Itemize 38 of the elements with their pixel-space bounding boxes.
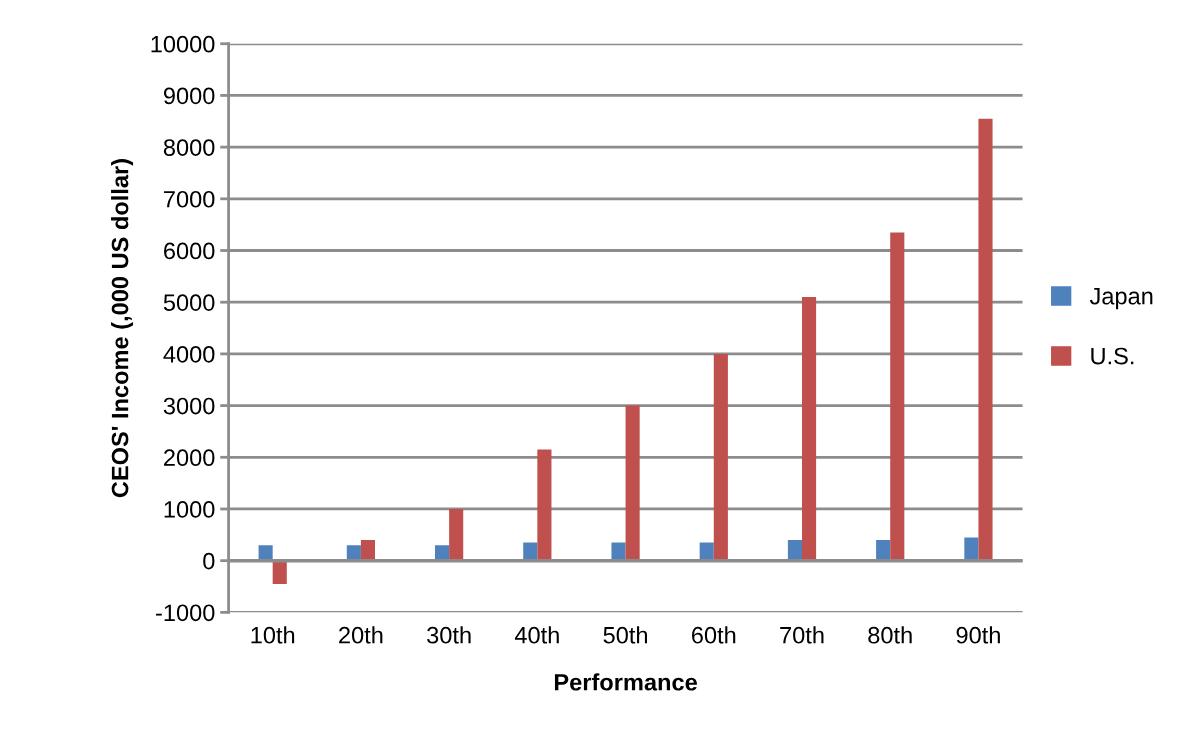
legend-label: U.S. xyxy=(1091,347,1134,365)
x-tick-label: 60th xyxy=(692,626,736,644)
y-tick-label: 9000 xyxy=(163,87,215,105)
x-tick-label: 90th xyxy=(956,626,1000,644)
bar xyxy=(713,353,728,561)
x-tick-label: 30th xyxy=(427,626,471,644)
y-axis-title: CEOS' Income (,000 US dollar) xyxy=(111,159,134,498)
y-tick-label: 10000 xyxy=(151,35,215,53)
bar xyxy=(537,449,552,561)
legend-label: Japan xyxy=(1089,288,1153,310)
x-axis-title: Performance xyxy=(554,673,697,691)
y-tick-label: 0 xyxy=(203,552,215,570)
bar xyxy=(449,508,464,561)
y-tick-label: -1000 xyxy=(156,604,215,622)
bar xyxy=(876,539,891,561)
y-tick-label: 7000 xyxy=(164,190,215,208)
bar xyxy=(272,560,287,584)
x-tick-label: 80th xyxy=(868,626,912,644)
y-tick-label: 4000 xyxy=(163,345,215,363)
bar xyxy=(802,297,817,561)
x-tick-label: 10th xyxy=(251,626,295,644)
bar xyxy=(978,118,993,561)
bar xyxy=(964,537,979,561)
x-tick-label: 50th xyxy=(603,626,648,644)
y-tick-label: 8000 xyxy=(163,139,215,156)
bar xyxy=(787,539,802,561)
x-tick-label: 70th xyxy=(780,626,824,644)
y-tick-label: 6000 xyxy=(164,242,215,260)
y-tick-label: 3000 xyxy=(163,397,215,415)
bar xyxy=(625,405,640,561)
bar xyxy=(890,232,905,561)
bar xyxy=(611,542,626,561)
x-tick-label: 40th xyxy=(514,626,559,644)
bar xyxy=(360,539,376,561)
y-tick-label: 2000 xyxy=(164,449,215,467)
x-tick-label: 20th xyxy=(339,626,383,644)
y-tick-label: 1000 xyxy=(164,501,215,518)
y-tick-label: 5000 xyxy=(163,294,215,311)
